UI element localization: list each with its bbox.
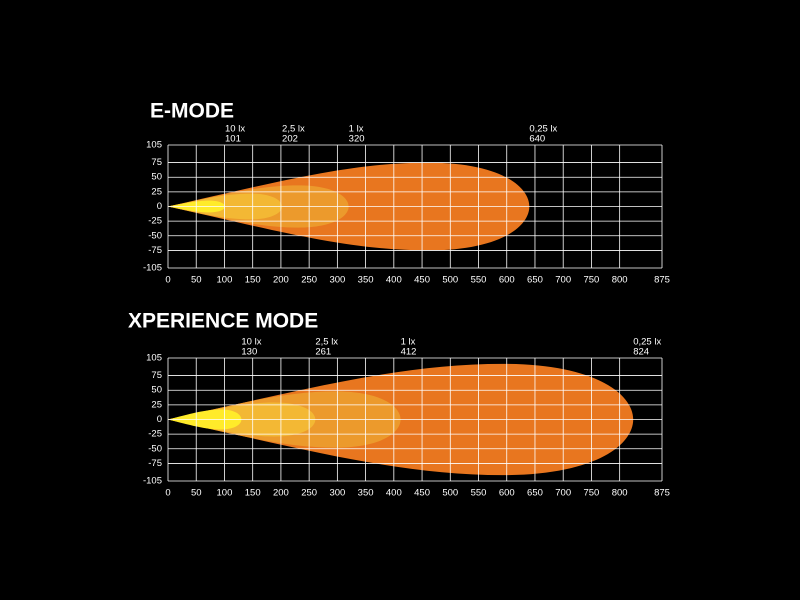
x-tick-label: 550 [471, 488, 487, 499]
x-tick-label: 550 [471, 275, 487, 286]
x-tick-label: 100 [217, 488, 233, 499]
x-tick-label: 0 [165, 275, 170, 286]
zone-reach: 824 [633, 347, 649, 358]
x-tick-label: 400 [386, 275, 402, 286]
x-tick-label: 50 [191, 488, 202, 499]
x-tick-label: 150 [245, 488, 261, 499]
x-tick-label: 700 [555, 275, 571, 286]
zone-reach: 202 [282, 134, 298, 145]
x-tick-label: 250 [301, 488, 317, 499]
x-tick-label: 650 [527, 488, 543, 499]
x-tick-label: 700 [555, 488, 571, 499]
x-tick-label: 350 [358, 488, 374, 499]
x-tick-label: 650 [527, 275, 543, 286]
y-tick-label: -25 [148, 429, 162, 440]
y-tick-label: -105 [143, 476, 162, 487]
x-tick-label: 750 [583, 275, 599, 286]
zone-label: 10 lx [225, 124, 245, 135]
zone-reach: 101 [225, 134, 241, 145]
zone-reach: 640 [529, 134, 545, 145]
x-tick-label: 450 [414, 275, 430, 286]
zone-reach: 412 [401, 347, 417, 358]
x-tick-label: 400 [386, 488, 402, 499]
zone-reach: 130 [241, 347, 257, 358]
zone-label: 2,5 lx [315, 337, 338, 348]
zone-label: 1 lx [401, 337, 416, 348]
y-tick-label: -75 [148, 458, 162, 469]
y-tick-label: 75 [151, 157, 162, 168]
y-tick-label: -50 [148, 230, 162, 241]
y-tick-label: 0 [157, 414, 162, 425]
zone-label: 1 lx [349, 124, 364, 135]
y-tick-label: 0 [157, 201, 162, 212]
y-tick-label: 25 [151, 399, 162, 410]
y-tick-label: 75 [151, 370, 162, 381]
x-tick-label: 450 [414, 488, 430, 499]
x-tick-label: 500 [442, 488, 458, 499]
zone-label: 10 lx [241, 337, 261, 348]
y-tick-label: 50 [151, 172, 162, 183]
x-tick-label: 800 [612, 488, 628, 499]
x-tick-label: 875 [654, 275, 670, 286]
y-tick-label: -25 [148, 216, 162, 227]
x-tick-label: 300 [329, 488, 345, 499]
x-tick-label: 750 [583, 488, 599, 499]
y-tick-label: -50 [148, 443, 162, 454]
zone-label: 0,25 lx [529, 124, 557, 135]
y-tick-label: 50 [151, 385, 162, 396]
y-tick-label: -75 [148, 245, 162, 256]
x-tick-label: 0 [165, 488, 170, 499]
x-tick-label: 250 [301, 275, 317, 286]
chart-title: E-MODE [150, 100, 234, 123]
x-tick-label: 500 [442, 275, 458, 286]
x-tick-label: 300 [329, 275, 345, 286]
zone-reach: 320 [349, 134, 365, 145]
zone-reach: 261 [315, 347, 331, 358]
x-tick-label: 350 [358, 275, 374, 286]
x-tick-label: 800 [612, 275, 628, 286]
x-tick-label: 600 [499, 275, 515, 286]
x-tick-label: 50 [191, 275, 202, 286]
x-tick-label: 875 [654, 488, 670, 499]
x-tick-label: 200 [273, 275, 289, 286]
chart-title: XPERIENCE MODE [128, 310, 318, 333]
y-tick-label: 105 [146, 353, 162, 364]
x-tick-label: 600 [499, 488, 515, 499]
x-tick-label: 200 [273, 488, 289, 499]
x-tick-label: 150 [245, 275, 261, 286]
zone-label: 2,5 lx [282, 124, 305, 135]
x-tick-label: 100 [217, 275, 233, 286]
zone-label: 0,25 lx [633, 337, 661, 348]
y-tick-label: -105 [143, 263, 162, 274]
y-tick-label: 105 [146, 140, 162, 151]
y-tick-label: 25 [151, 186, 162, 197]
